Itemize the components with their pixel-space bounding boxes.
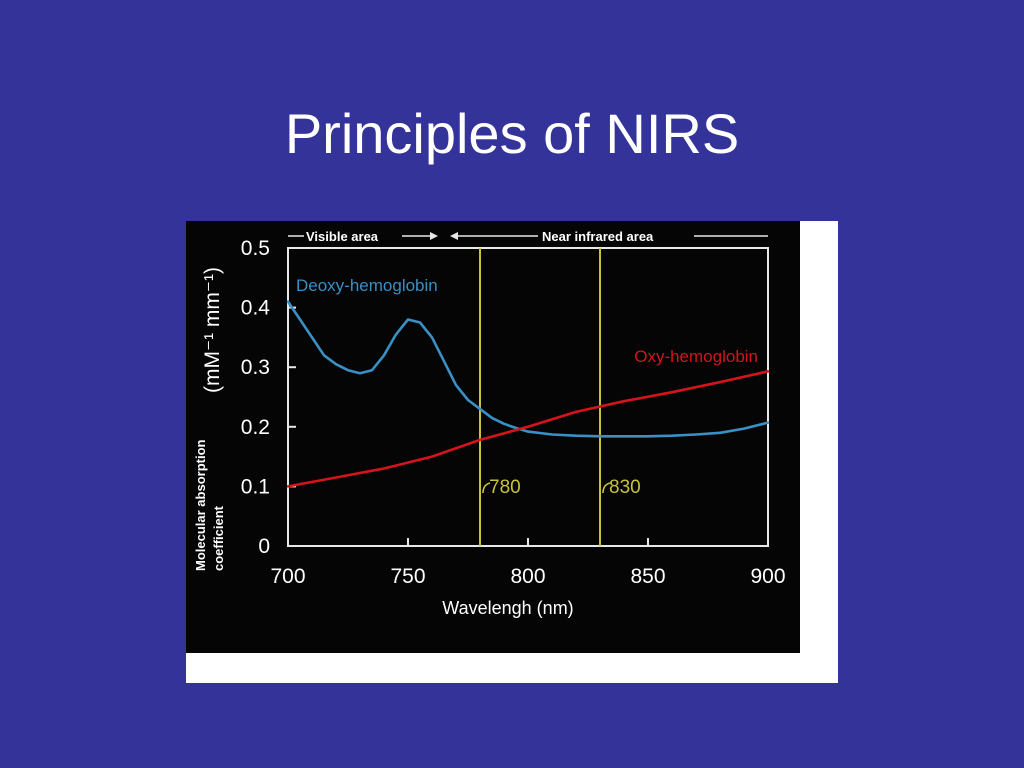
- y-axis-label-main: Molecular absorption: [193, 439, 208, 571]
- marker-hook-780: [482, 482, 491, 494]
- x-tick-label-750: 750: [390, 565, 425, 588]
- x-tick-label-800: 800: [510, 565, 545, 588]
- series-line-oxy-hemoglobin: [286, 370, 770, 488]
- y-tick-label-0-1: 0.1: [241, 475, 270, 498]
- chart-panel: Visible area Near infrared area Molecula…: [186, 221, 800, 653]
- slide-title: Principles of NIRS: [284, 102, 740, 165]
- y-axis-label-sub: coefficient: [211, 505, 226, 571]
- region-label-near-infrared: Near infrared area: [542, 229, 654, 244]
- y-tick-label-0-2: 0.2: [241, 416, 270, 439]
- y-tick-label-0: 0: [258, 535, 270, 558]
- y-tick-label-0-5: 0.5: [241, 237, 270, 260]
- marker-hook-830: [602, 482, 611, 494]
- region-label-visible: Visible area: [306, 229, 379, 244]
- x-tick-label-850: 850: [630, 565, 665, 588]
- y-axis-label-unit: (mM⁻¹ mm⁻¹): [201, 267, 224, 393]
- region-arrowhead-right: [430, 232, 438, 240]
- x-axis-label: Wavelengh (nm): [442, 598, 573, 618]
- y-tick-label-0-4: 0.4: [241, 297, 271, 320]
- region-arrowhead-left: [450, 232, 458, 240]
- x-tick-label-700: 700: [270, 565, 305, 588]
- marker-label-830: 830: [609, 477, 641, 498]
- series-label-deoxy-hemoglobin: Deoxy-hemoglobin: [296, 276, 438, 295]
- series-line-deoxy-hemoglobin: [286, 300, 770, 438]
- marker-label-780: 780: [489, 477, 521, 498]
- series-label-oxy-hemoglobin: Oxy-hemoglobin: [634, 347, 758, 366]
- x-tick-label-900: 900: [750, 565, 785, 588]
- figure-frame: Visible area Near infrared area Molecula…: [186, 221, 838, 683]
- y-tick-label-0-3: 0.3: [241, 356, 270, 379]
- absorption-chart: Visible area Near infrared area Molecula…: [193, 229, 786, 618]
